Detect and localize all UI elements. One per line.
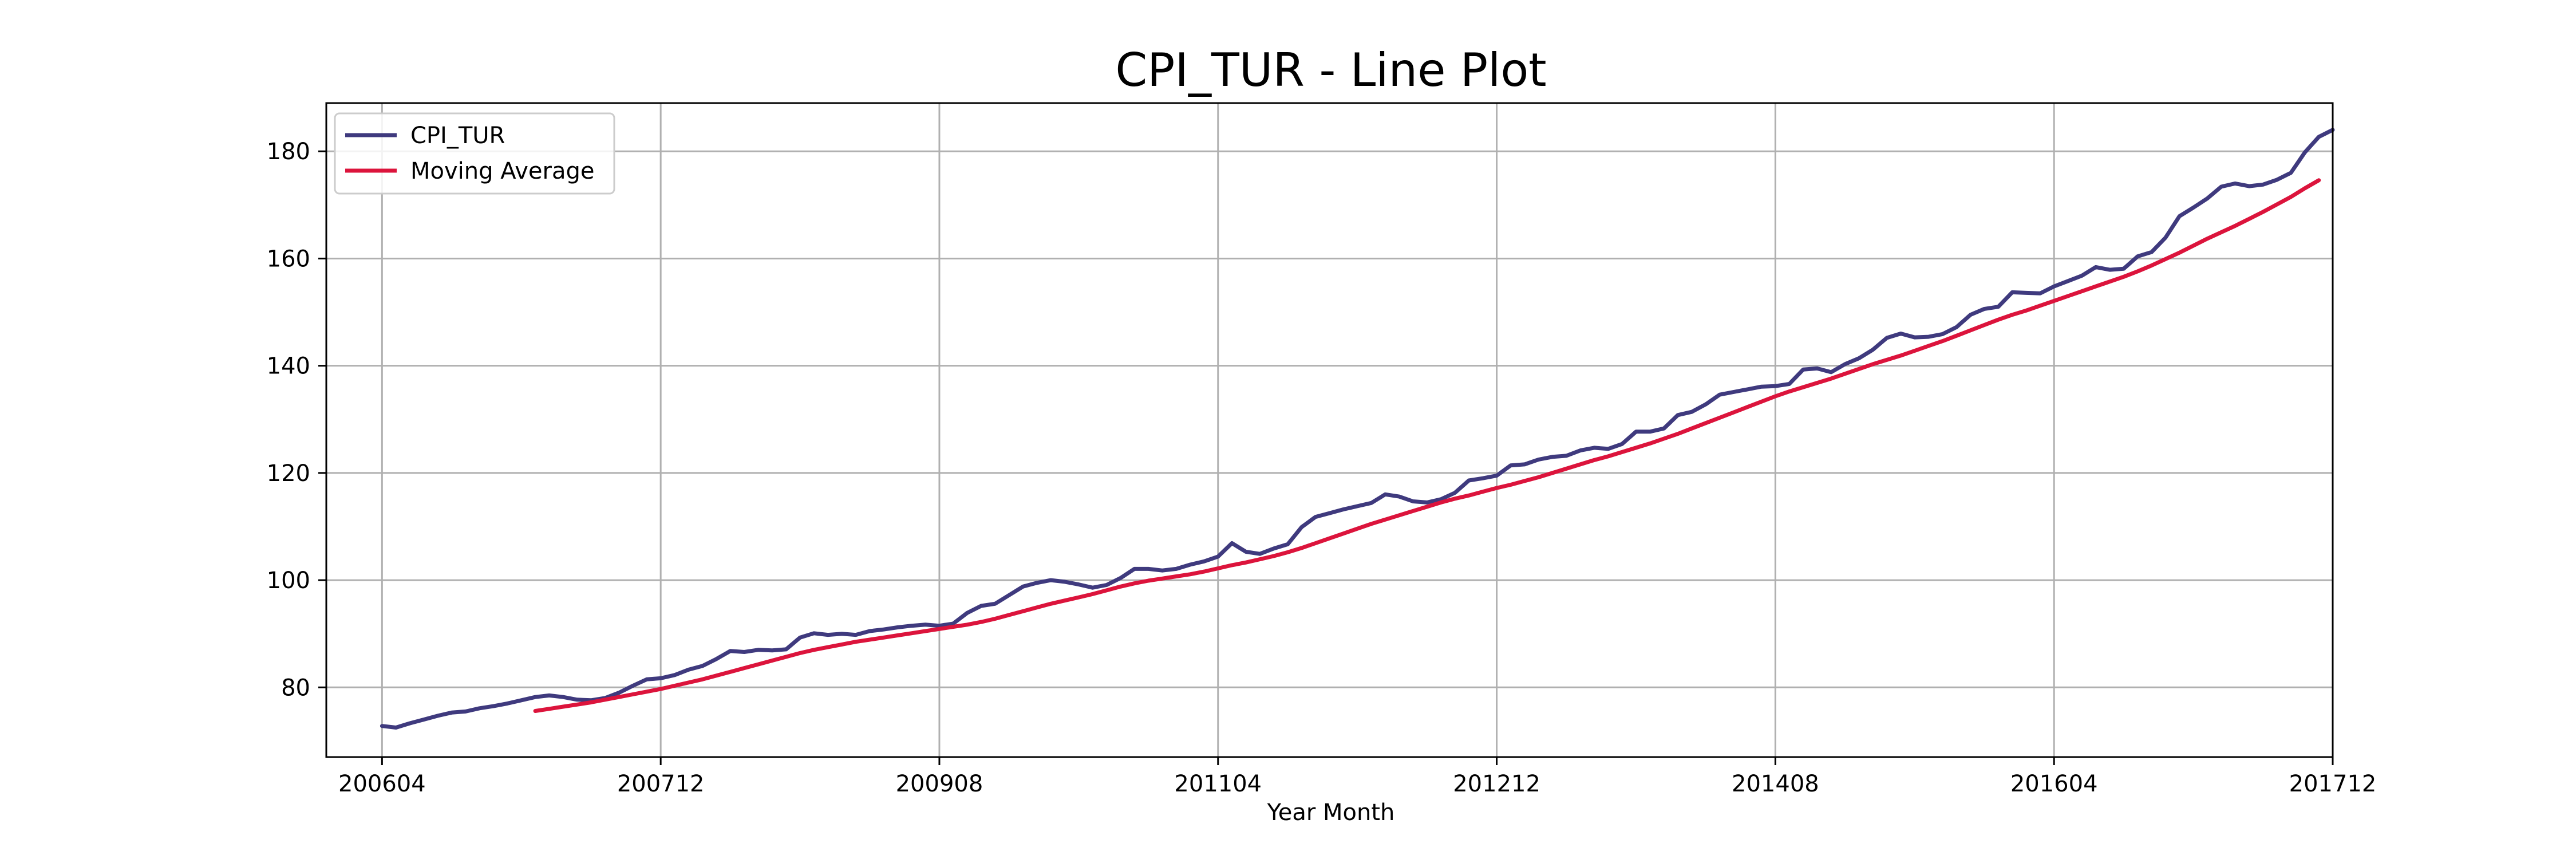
grid xyxy=(326,103,2334,757)
y-tick-label: 180 xyxy=(267,139,310,165)
x-tick-label: 201604 xyxy=(2010,771,2098,797)
chart-title: CPI_TUR - Line Plot xyxy=(1115,44,1546,97)
x-tick-label: 200604 xyxy=(338,771,426,797)
x-axis-label: Year Month xyxy=(1267,799,1395,826)
y-tick-label: 100 xyxy=(267,568,310,594)
x-tick-label: 201712 xyxy=(2289,771,2377,797)
series-line-moving-average xyxy=(533,178,2321,713)
series-line-cpi-tur xyxy=(380,128,2335,730)
x-tick-label: 200712 xyxy=(617,771,705,797)
x-tick-label: 201212 xyxy=(1453,771,1540,797)
legend: CPI_TUR Moving Average xyxy=(334,112,615,195)
axis-ticks: 200604 200712 200908 201104 201212 201408 2016… xyxy=(267,139,2377,797)
legend-label: CPI_TUR xyxy=(410,123,505,149)
plot-frame xyxy=(325,102,2334,758)
legend-box xyxy=(334,112,615,195)
x-tick-label: 200908 xyxy=(896,771,983,797)
x-tick-label: 201104 xyxy=(1174,771,1262,797)
series-layer xyxy=(380,128,2335,730)
y-tick-label: 160 xyxy=(267,246,310,272)
y-tick-label: 140 xyxy=(267,353,310,380)
y-tick-label: 120 xyxy=(267,460,310,487)
x-tick-label: 201408 xyxy=(1732,771,1819,797)
legend-label: Moving Average xyxy=(410,158,594,184)
y-tick-label: 80 xyxy=(281,675,310,701)
